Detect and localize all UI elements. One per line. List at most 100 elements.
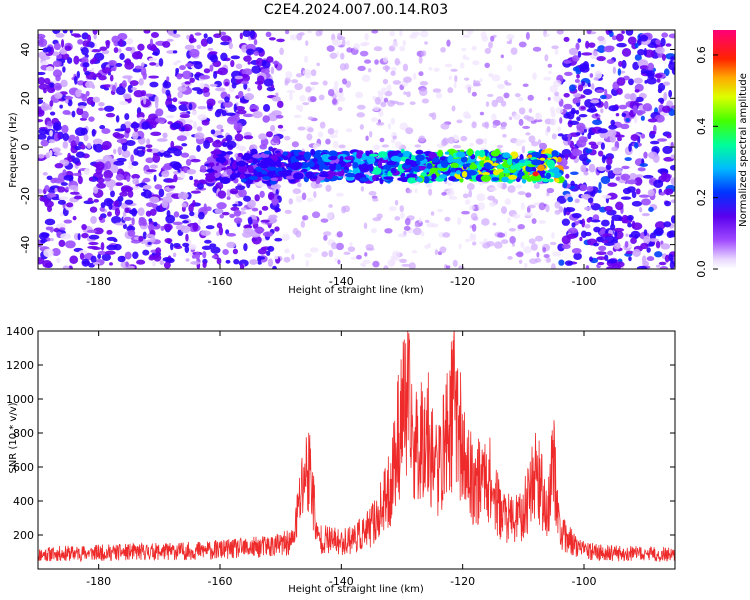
heatmap-noise-cell	[665, 43, 672, 47]
heatmap-sparse-cell	[484, 62, 490, 69]
heatmap-y-ticks: -40 -20 0 20 40	[19, 43, 675, 254]
heatmap-sparse-cell	[403, 225, 411, 231]
heatmap-x-tick-label: -180	[86, 275, 111, 288]
heatmap-noise-cell	[96, 182, 107, 189]
heatmap-noise-cell	[577, 38, 582, 43]
heatmap-noise-cell	[179, 65, 186, 71]
heatmap-sparse-cell	[464, 114, 472, 119]
heatmap-noise-cell	[92, 56, 98, 63]
heatmap-signal-cell	[237, 165, 248, 174]
heatmap-sparse-cell	[481, 122, 489, 128]
heatmap-sparse-cell	[535, 112, 540, 120]
heatmap-sparse-cell	[528, 108, 533, 114]
colorbar-tick-label: 0.4	[695, 118, 708, 136]
heatmap-noise-cell	[621, 214, 629, 223]
heatmap-noise-cell	[661, 32, 669, 38]
heatmap-noise-cell	[664, 254, 670, 263]
heatmap-sparse-cell	[282, 233, 290, 242]
heatmap-sparse-cell	[532, 46, 542, 52]
snr-x-tick-label: -140	[329, 575, 354, 588]
heatmap-sparse-cell	[404, 217, 411, 226]
heatmap-noise-cell	[627, 36, 637, 45]
heatmap-noise-cell	[122, 211, 127, 218]
heatmap-noise-cell	[155, 117, 166, 123]
heatmap-noise-cell	[220, 41, 230, 46]
heatmap-sparse-cell	[390, 255, 396, 259]
heatmap-noise-cell	[65, 99, 69, 104]
heatmap-noise-cell	[653, 124, 657, 133]
heatmap-noise-cell	[655, 46, 665, 54]
heatmap-noise-cell	[635, 188, 641, 195]
heatmap-noise-cell	[38, 33, 46, 40]
heatmap-signal-cell	[256, 171, 263, 177]
heatmap-sparse-cell	[285, 71, 293, 79]
heatmap-sparse-cell	[370, 117, 379, 123]
heatmap-noise-cell	[88, 241, 99, 246]
heatmap-noise-cell	[616, 42, 627, 48]
heatmap-noise-cell	[643, 151, 648, 159]
heatmap-noise-cell	[192, 222, 199, 231]
heatmap-sparse-cell	[530, 243, 538, 251]
heatmap-noise-cell	[630, 134, 639, 142]
heatmap-noise-cell	[216, 202, 227, 210]
heatmap-noise-cell	[49, 100, 54, 107]
heatmap-noise-cell	[564, 260, 574, 266]
heatmap-noise-cell	[597, 166, 606, 172]
heatmap-noise-cell	[615, 134, 625, 138]
heatmap-noise-cell	[669, 164, 675, 171]
heatmap-sparse-cell	[361, 263, 366, 268]
heatmap-sparse-cell	[440, 122, 450, 130]
heatmap-sparse-cell	[539, 142, 548, 150]
heatmap-noise-cell	[597, 261, 605, 266]
heatmap-noise-cell	[646, 247, 651, 253]
heatmap-noise-cell	[182, 70, 192, 80]
heatmap-noise-cell	[143, 96, 147, 105]
heatmap-noise-cell	[72, 215, 77, 221]
heatmap-noise-cell	[136, 146, 146, 150]
heatmap-noise-cell	[101, 253, 112, 262]
heatmap-signal-cell	[551, 150, 559, 157]
heatmap-noise-cell	[585, 159, 592, 163]
heatmap-noise-cell	[165, 257, 175, 264]
heatmap-sparse-cell	[543, 254, 550, 259]
heatmap-noise-cell	[153, 253, 162, 262]
heatmap-noise-cell	[634, 89, 640, 93]
heatmap-noise-cell	[567, 111, 575, 120]
heatmap-noise-cell	[245, 48, 255, 55]
heatmap-signal-cell	[510, 165, 516, 170]
heatmap-sparse-cell	[305, 40, 309, 47]
heatmap-signal-cell	[466, 169, 477, 176]
heatmap-signal-cell	[263, 150, 272, 155]
snr-x-tick-label: -160	[208, 575, 233, 588]
heatmap-noise-cell	[38, 153, 45, 159]
heatmap-noise-cell	[109, 186, 114, 192]
heatmap-noise-cell	[76, 70, 81, 79]
heatmap-noise-cell	[148, 75, 160, 79]
heatmap-sparse-cell	[314, 183, 323, 189]
heatmap-x-axis-label: Height of straight line (km)	[288, 285, 424, 296]
heatmap-signal-cell	[411, 166, 419, 172]
heatmap-noise-cell	[267, 112, 279, 122]
heatmap-noise-cell	[584, 206, 592, 211]
heatmap-noise-cell	[571, 213, 582, 219]
heatmap-sparse-cell	[362, 259, 371, 265]
heatmap-noise-cell	[108, 59, 117, 66]
heatmap-noise-cell	[177, 168, 181, 173]
heatmap-signal-cell	[377, 160, 383, 169]
heatmap-signal-cell	[312, 158, 318, 164]
heatmap-sparse-cell	[295, 230, 302, 238]
heatmap-noise-cell	[613, 227, 625, 232]
heatmap-noise-cell	[59, 227, 66, 231]
heatmap-noise-cell	[113, 47, 119, 54]
heatmap-noise-cell	[669, 60, 673, 65]
heatmap-sparse-cell	[527, 94, 534, 101]
heatmap-sparse-cell	[483, 238, 488, 243]
heatmap-noise-cell	[559, 117, 563, 124]
heatmap-x-ticks: -180 -160 -140 -120 -100	[86, 30, 596, 288]
heatmap-noise-cell	[200, 230, 211, 236]
heatmap-noise-cell	[172, 50, 178, 54]
heatmap-noise-cell	[70, 33, 81, 37]
heatmap-noise-cell	[608, 124, 618, 130]
heatmap-noise-cell	[210, 54, 219, 63]
heatmap-noise-cell	[189, 77, 195, 83]
